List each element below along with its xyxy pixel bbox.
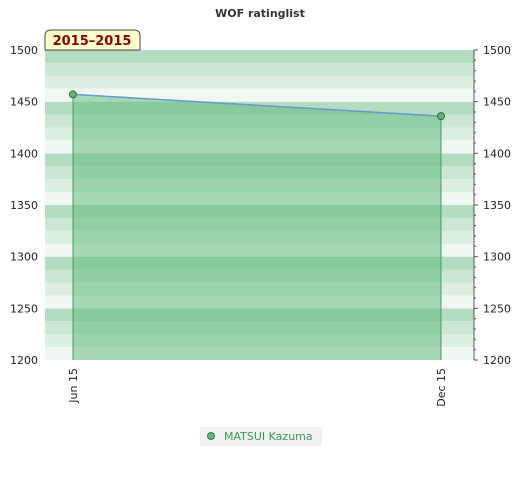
legend[interactable]: MATSUI Kazuma bbox=[200, 427, 322, 446]
x-axis-tick-label: Jun 15 bbox=[67, 368, 80, 404]
background-band bbox=[45, 50, 474, 63]
series-area bbox=[72, 93, 442, 360]
right-axis-tick-label: 1200 bbox=[483, 354, 511, 367]
right-axis-tick-label: 1500 bbox=[483, 44, 511, 57]
series-area-fill bbox=[73, 94, 441, 360]
legend-marker-icon bbox=[207, 432, 215, 440]
right-y-axis: 1200 1250 1300 1350 1400 1450 1500 bbox=[473, 44, 511, 367]
left-axis-tick-label: 1400 bbox=[10, 147, 38, 160]
left-axis-tick-label: 1350 bbox=[10, 199, 38, 212]
right-axis-tick-label: 1300 bbox=[483, 251, 511, 264]
x-axis: Jun 15 Dec 15 bbox=[67, 368, 448, 407]
series-points bbox=[69, 90, 445, 121]
x-axis-tick-label: Dec 15 bbox=[435, 368, 448, 407]
right-axis-tick-label: 1250 bbox=[483, 302, 511, 315]
left-axis-tick-label: 1200 bbox=[10, 354, 38, 367]
period-badge: 2015–2015 bbox=[44, 29, 141, 51]
left-axis-tick-label: 1250 bbox=[10, 302, 38, 315]
period-badge-label: 2015–2015 bbox=[53, 34, 132, 49]
legend-series-name: MATSUI Kazuma bbox=[224, 430, 313, 443]
chart-title: WOF ratinglist bbox=[215, 7, 305, 20]
series-line bbox=[72, 93, 442, 117]
right-axis-tick-label: 1350 bbox=[483, 199, 511, 212]
data-point bbox=[437, 112, 445, 121]
left-y-axis: 1200 1250 1300 1350 1400 1450 1500 bbox=[10, 44, 38, 367]
right-axis-tick-label: 1450 bbox=[483, 96, 511, 109]
background-band bbox=[45, 75, 474, 89]
legend-box bbox=[200, 427, 322, 446]
background-band bbox=[45, 62, 474, 76]
left-axis-tick-label: 1500 bbox=[10, 44, 38, 57]
left-axis-tick-label: 1450 bbox=[10, 96, 38, 109]
data-point bbox=[69, 90, 77, 99]
left-axis-tick-label: 1300 bbox=[10, 251, 38, 264]
right-axis-tick-label: 1400 bbox=[483, 147, 511, 160]
